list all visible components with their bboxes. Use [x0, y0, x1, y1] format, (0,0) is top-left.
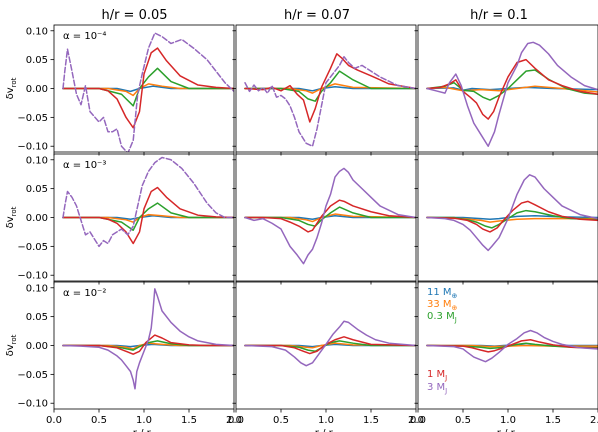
series-line-2 — [426, 85, 598, 93]
x-tick-label: 2.0 — [226, 415, 242, 426]
x-axis-label: r / rp — [315, 428, 338, 432]
y-tick-label: −0.10 — [17, 142, 48, 153]
series-group — [426, 41, 598, 147]
y-tick-label: 0.10 — [26, 155, 48, 166]
series-line-4 — [426, 200, 598, 233]
x-tick-label: 1.0 — [136, 415, 152, 426]
y-tick-label: −0.10 — [17, 271, 48, 282]
y-tick-label: 0.05 — [26, 184, 48, 195]
y-tick-label: 0.05 — [26, 312, 48, 323]
panels: 0.100.050.00−0.05−0.10α = 10⁻⁴δvrot0.100… — [5, 24, 598, 432]
panel-r1-c2 — [232, 24, 417, 156]
series-line-5 — [244, 320, 416, 367]
legend-entry: 0.3 MJ — [427, 311, 457, 324]
series-line-5 — [426, 174, 598, 252]
series-line-3 — [244, 70, 416, 102]
y-tick-label: 0.10 — [26, 283, 48, 294]
panel-r3-c1: 0.0 0.5 1.0 1.5 2.0 0.10 0.05 0.00 −0.05 −0.10 α =… — [5, 281, 242, 432]
y-tick-label: 0.00 — [26, 84, 48, 95]
x-tick-label: 0.0 — [46, 415, 62, 426]
y-tick-label: −0.05 — [17, 242, 48, 253]
legend-entry: 33 M⊕ — [427, 299, 457, 312]
alpha-label: α = 10⁻³ — [63, 160, 106, 171]
series-line-4 — [244, 336, 416, 355]
series-line-3 — [244, 206, 416, 227]
panel-r2-c2 — [232, 153, 417, 285]
series-line-5 — [244, 167, 416, 265]
series-line-4 — [62, 186, 234, 245]
panel-r1-c3 — [414, 24, 598, 156]
x-tick-label: 2.0 — [408, 415, 424, 426]
series-group — [62, 32, 234, 152]
series-group — [244, 320, 416, 367]
x-tick-label: 0.5 — [91, 415, 107, 426]
series-line-2 — [244, 342, 416, 349]
alpha-label: α = 10⁻⁴ — [63, 31, 106, 42]
series-line-4 — [244, 199, 416, 233]
legend: 11 M⊕33 M⊕0.3 MJ 1 MJ3 MJ — [427, 287, 457, 395]
x-tick-label: 1.5 — [363, 415, 379, 426]
x-tick-label: 0.5 — [455, 415, 471, 426]
x-axis-label: r / rp — [497, 428, 520, 432]
series-line-5 — [426, 329, 598, 363]
y-axis-label: δvrot — [5, 77, 18, 99]
y-tick-label: 0.10 — [26, 26, 48, 37]
column-title-3: h/r = 0.1 — [470, 8, 528, 23]
legend-entry: 3 MJ — [427, 382, 447, 395]
legend-entry: 11 M⊕ — [427, 287, 457, 300]
y-axis-label: δvrot — [5, 206, 18, 228]
y-tick-label: 0.00 — [26, 341, 48, 352]
y-tick-label: −0.10 — [17, 399, 48, 410]
alpha-label: α = 10⁻² — [63, 288, 106, 299]
legend-entry: 1 MJ — [427, 369, 447, 382]
series-line-4 — [244, 53, 416, 123]
y-tick-label: −0.05 — [17, 113, 48, 124]
series-group — [244, 53, 416, 147]
x-tick-label: 1.0 — [500, 415, 516, 426]
series-line-3 — [426, 342, 598, 350]
column-title-2: h/r = 0.07 — [284, 8, 350, 23]
series-group — [244, 167, 416, 265]
series-line-3 — [62, 67, 234, 107]
series-line-2 — [62, 342, 234, 350]
panel-r2-c1: 0.10 0.05 0.00 −0.05 −0.10 α = 10⁻³ δvrot — [5, 153, 235, 285]
x-axis-label: r / rp — [133, 428, 156, 432]
y-tick-label: 0.05 — [26, 55, 48, 66]
series-line-4 — [62, 334, 234, 355]
x-tick-label: 0.0 — [228, 415, 244, 426]
x-tick-label: 1.0 — [318, 415, 334, 426]
series-line-1 — [426, 215, 598, 220]
x-tick-label: 1.5 — [181, 415, 197, 426]
panel-r1-c1: 0.10 0.05 0.00 −0.05 −0.10 α = 10⁻⁴ δvrot — [5, 24, 235, 156]
x-tick-label: 1.5 — [545, 415, 561, 426]
series-group — [62, 288, 234, 390]
series-group — [62, 156, 234, 248]
x-tick-label: 2.0 — [590, 415, 598, 426]
series-line-2 — [426, 216, 598, 223]
y-tick-label: −0.05 — [17, 370, 48, 381]
panel-r3-c3: 0.0 0.5 1.0 1.5 2.0 r / rp 11 M⊕33 M⊕0.3 MJ 1 M… — [410, 281, 598, 432]
series-line-5 — [244, 56, 416, 147]
y-axis-label: δvrot — [5, 334, 18, 356]
panel-r2-c3 — [414, 153, 598, 285]
series-line-4 — [426, 58, 598, 120]
series-line-5 — [62, 32, 234, 152]
panel-r3-c2: 0.0 0.5 1.0 1.5 2.0 r / rp — [228, 281, 424, 432]
series-line-4 — [426, 338, 598, 353]
series-line-5 — [62, 288, 234, 390]
series-line-5 — [426, 41, 598, 147]
x-tick-label: 0.0 — [410, 415, 426, 426]
series-line-4 — [62, 47, 234, 129]
column-titles: h/r = 0.05 h/r = 0.07 h/r = 0.1 — [101, 8, 527, 23]
series-group — [426, 174, 598, 252]
series-group — [426, 329, 598, 363]
series-line-5 — [62, 156, 234, 248]
x-tick-label: 0.5 — [273, 415, 289, 426]
y-tick-label: 0.00 — [26, 213, 48, 224]
column-title-1: h/r = 0.05 — [101, 8, 167, 23]
series-line-2 — [244, 213, 416, 223]
